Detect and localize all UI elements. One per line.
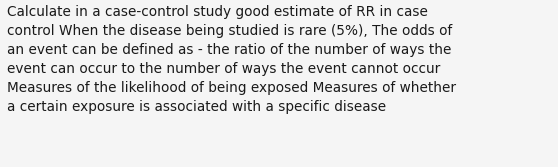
Text: Calculate in a case-control study good estimate of RR in case
control When the d: Calculate in a case-control study good e… [7,5,456,114]
